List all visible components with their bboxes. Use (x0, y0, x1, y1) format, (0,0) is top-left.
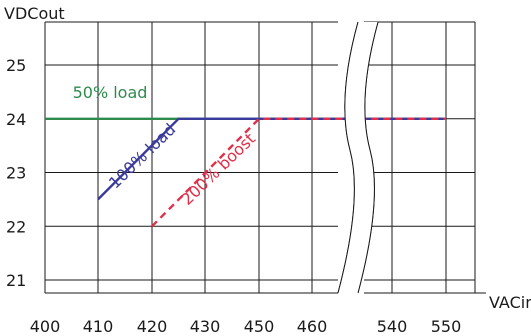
y-tick-label: 25 (6, 56, 26, 75)
x-tick-label: 410 (83, 317, 114, 336)
axis-break-edge-2 (357, 21, 379, 294)
y-tick-label: 24 (6, 110, 26, 129)
y-tick-label: 23 (6, 164, 26, 183)
x-tick-label: 450 (244, 317, 275, 336)
series-label-200-boost: 200% boost (177, 129, 259, 209)
series-label-100-load: 100% load (105, 120, 179, 193)
y-tick-label: 21 (6, 271, 26, 290)
axis-break-edge-1 (337, 21, 359, 294)
x-tick-label: 540 (377, 317, 408, 336)
x-tick-label: 550 (431, 317, 462, 336)
series-line-2 (97, 117, 446, 201)
x-tick-label: 430 (190, 317, 221, 336)
chart-grid (44, 21, 486, 294)
chart-series (45, 21, 446, 294)
series-label-50-load: 50% load (73, 83, 148, 102)
y-axis-label: VDCout (4, 4, 65, 23)
y-tick-label: 22 (6, 217, 26, 236)
x-tick-label: 400 (30, 317, 61, 336)
chart-labels: 21 22 23 24 25 400 410 420 430 450 460 540 550 VDCout… (4, 4, 531, 336)
x-tick-label: 420 (137, 317, 168, 336)
x-axis-label: VACin (489, 293, 531, 312)
axis-break-gap (338, 22, 378, 293)
series-line-3 (151, 117, 446, 228)
x-tick-label: 460 (297, 317, 328, 336)
